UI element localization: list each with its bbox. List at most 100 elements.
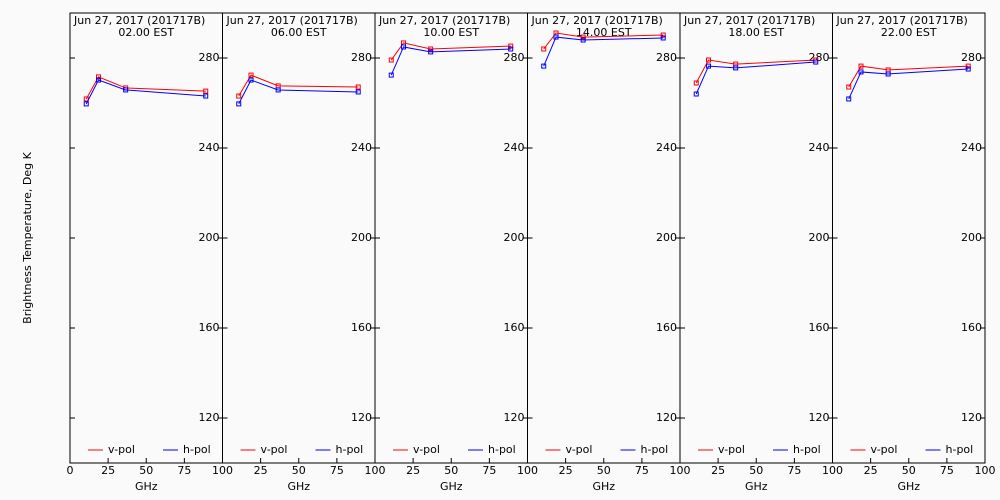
series-line [848, 65, 969, 88]
x-axis-label: GHz [135, 480, 158, 493]
panel-subtitle: 18.00 EST [728, 26, 784, 39]
marker [248, 72, 254, 78]
series-line [85, 79, 206, 105]
legend-label: h-pol [183, 443, 211, 456]
panel-subtitle: 06.00 EST [271, 26, 327, 39]
marker [355, 89, 361, 95]
x-tick-label: 75 [482, 464, 496, 477]
x-tick-label: 25 [711, 464, 725, 477]
y-tick-label: 120 [961, 411, 982, 424]
series-line [390, 42, 511, 61]
y-tick-label: 240 [961, 141, 982, 154]
x-tick-label: 25 [101, 464, 115, 477]
panel-subtitle: 02.00 EST [118, 26, 174, 39]
marker [96, 77, 102, 83]
series-line [543, 32, 664, 50]
x-tick-label: 75 [635, 464, 649, 477]
y-tick-label: 280 [656, 51, 677, 64]
x-tick-label: 100 [517, 464, 538, 477]
marker [693, 91, 699, 97]
panel-title: Jun 27, 2017 (201717B) [683, 14, 815, 27]
x-axis-label: GHz [897, 480, 920, 493]
x-tick-label: 50 [749, 464, 763, 477]
y-tick-label: 120 [351, 411, 372, 424]
legend-label: v-pol [566, 443, 593, 456]
x-axis-label: GHz [440, 480, 463, 493]
y-tick-label: 280 [961, 51, 982, 64]
x-tick-label: 100 [822, 464, 843, 477]
marker [858, 63, 864, 69]
marker [553, 34, 559, 40]
marker [236, 93, 242, 99]
marker [706, 63, 712, 69]
legend-label: v-pol [718, 443, 745, 456]
marker [541, 63, 547, 69]
marker [203, 93, 209, 99]
marker [858, 69, 864, 75]
marker [885, 71, 891, 77]
x-axis-label: GHz [592, 480, 615, 493]
y-tick-label: 240 [351, 141, 372, 154]
series-line [238, 74, 359, 97]
marker [83, 101, 89, 107]
marker [706, 57, 712, 63]
y-tick-label: 160 [199, 321, 220, 334]
marker [96, 74, 102, 80]
y-tick-label: 160 [504, 321, 525, 334]
y-tick-label: 280 [199, 51, 220, 64]
x-tick-label: 50 [139, 464, 153, 477]
marker [401, 44, 407, 50]
y-tick-label: 200 [961, 231, 982, 244]
series-line [85, 76, 206, 100]
x-tick-label: 50 [597, 464, 611, 477]
marker [965, 66, 971, 72]
marker [846, 96, 852, 102]
marker [275, 87, 281, 93]
y-tick-label: 160 [809, 321, 830, 334]
legend-label: v-pol [871, 443, 898, 456]
series-line [695, 59, 816, 84]
panel-subtitle: 10.00 EST [423, 26, 479, 39]
marker [813, 59, 819, 65]
series-line [543, 36, 664, 67]
y-axis-label: Brightness Temperature, Deg K [21, 151, 34, 323]
x-tick-label: 0 [67, 464, 74, 477]
y-tick-label: 240 [656, 141, 677, 154]
x-tick-label: 25 [254, 464, 268, 477]
panel-title: Jun 27, 2017 (201717B) [378, 14, 510, 27]
series-line [848, 68, 969, 100]
y-tick-label: 240 [199, 141, 220, 154]
marker [428, 49, 434, 55]
marker [355, 84, 361, 90]
marker [846, 84, 852, 90]
y-tick-label: 240 [504, 141, 525, 154]
marker [660, 32, 666, 38]
panel-title: Jun 27, 2017 (201717B) [836, 14, 968, 27]
legend-label: v-pol [413, 443, 440, 456]
y-tick-label: 160 [351, 321, 372, 334]
marker [580, 34, 586, 40]
legend-label: v-pol [261, 443, 288, 456]
marker [428, 46, 434, 52]
x-axis-label: GHz [287, 480, 310, 493]
marker [733, 65, 739, 71]
y-tick-label: 280 [504, 51, 525, 64]
y-tick-label: 120 [809, 411, 830, 424]
x-tick-label: 75 [787, 464, 801, 477]
series-line [238, 79, 359, 105]
y-tick-label: 160 [656, 321, 677, 334]
marker [248, 77, 254, 83]
y-tick-label: 120 [199, 411, 220, 424]
marker [541, 46, 547, 52]
panel-title: Jun 27, 2017 (201717B) [73, 14, 205, 27]
marker [203, 88, 209, 94]
marker [693, 80, 699, 86]
y-tick-label: 280 [351, 51, 372, 64]
legend-label: h-pol [336, 443, 364, 456]
panel-title: Jun 27, 2017 (201717B) [226, 14, 358, 27]
marker [388, 72, 394, 78]
marker [123, 87, 129, 93]
y-tick-label: 200 [656, 231, 677, 244]
marker [508, 43, 514, 49]
